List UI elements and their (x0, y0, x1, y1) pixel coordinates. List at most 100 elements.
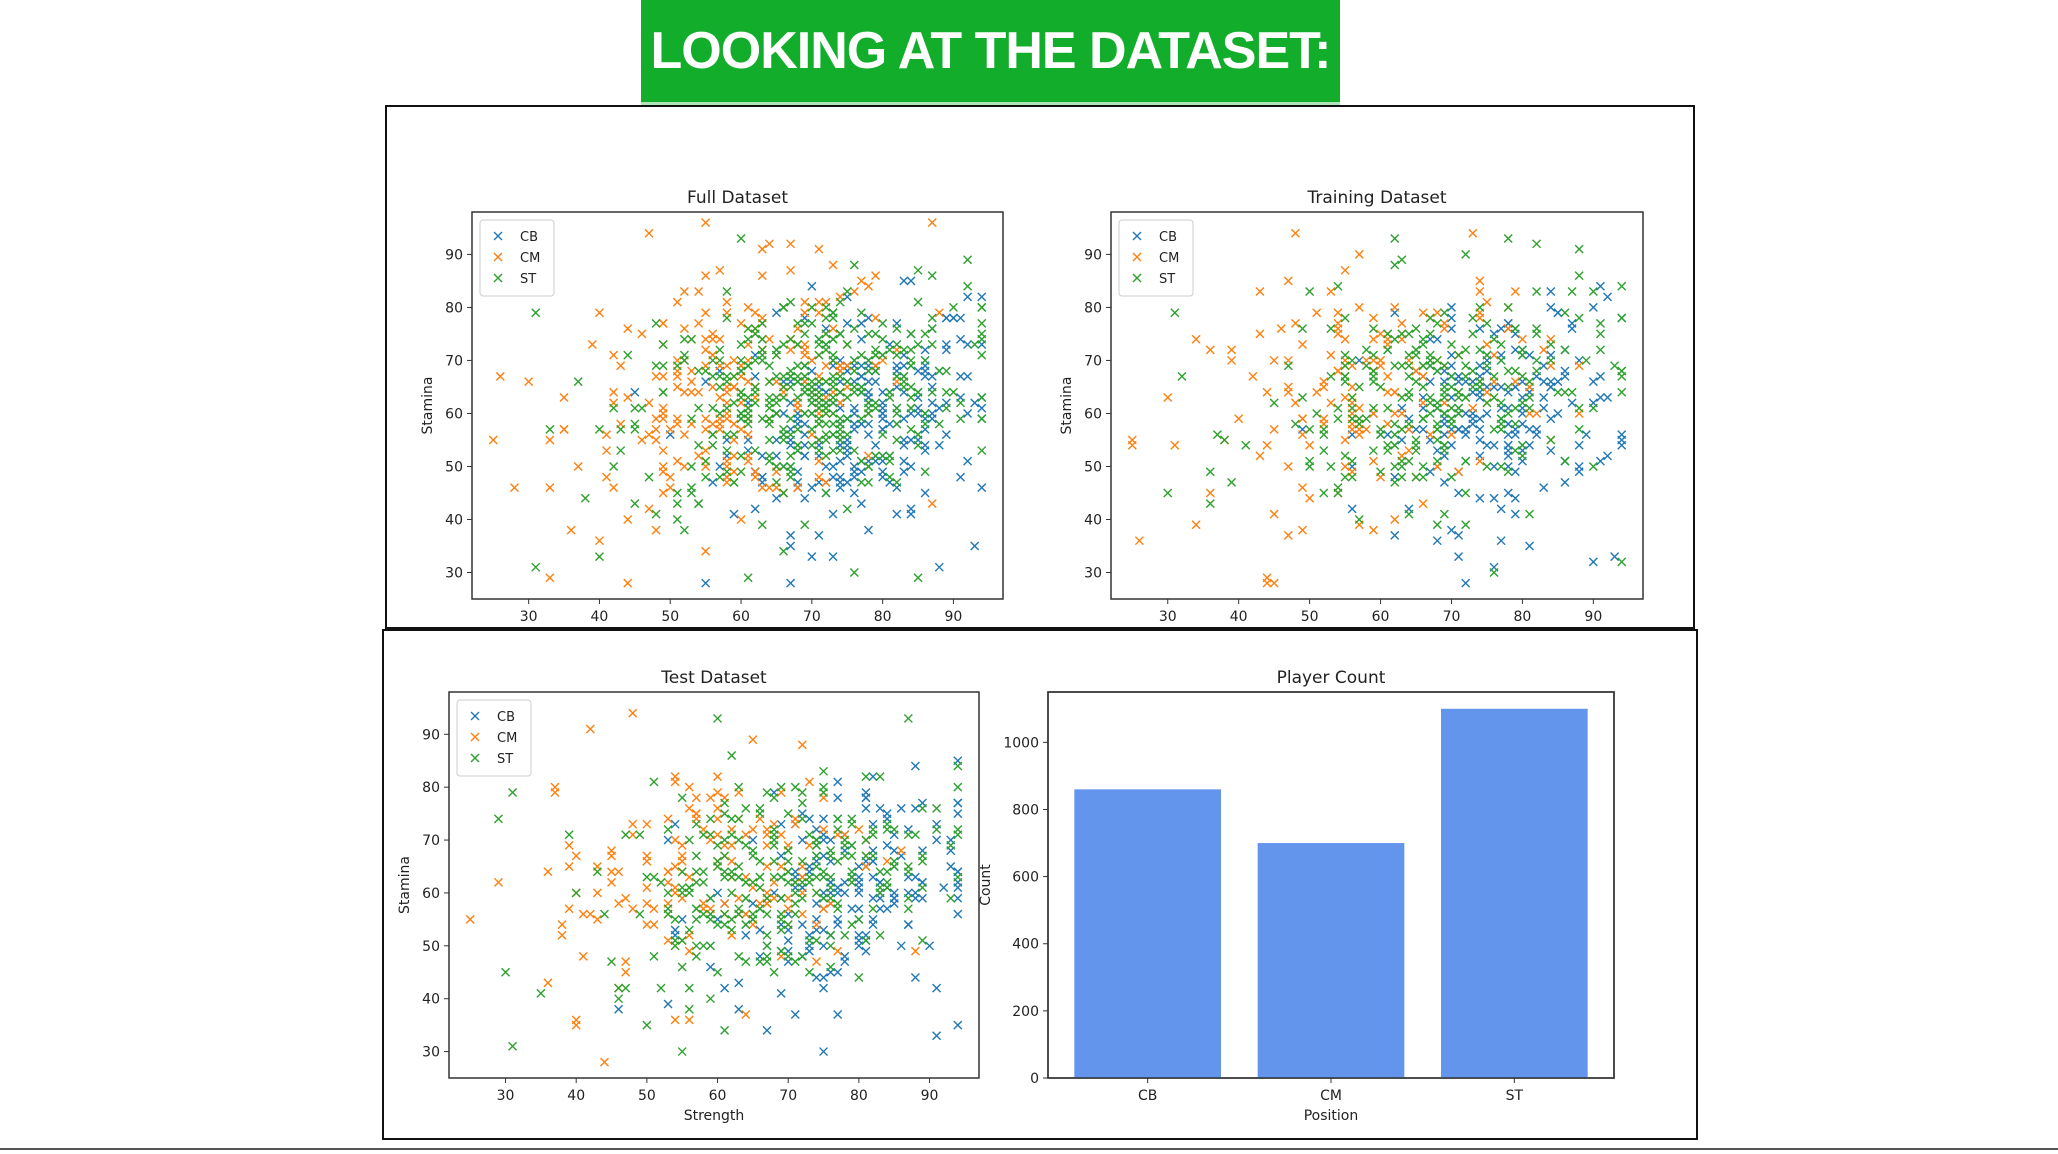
point-st (833, 856, 843, 866)
point-cm (651, 414, 661, 424)
point-st (1418, 472, 1428, 482)
point-cb (708, 477, 718, 487)
point-st (715, 371, 725, 381)
point-st (1468, 313, 1478, 323)
point-cm (543, 867, 553, 877)
point-st (1475, 345, 1485, 355)
point-st (927, 313, 937, 323)
point-st (1368, 377, 1378, 387)
point-st (736, 355, 746, 365)
point-cm (1269, 424, 1279, 434)
point-st (750, 329, 760, 339)
point-cb (842, 318, 852, 328)
point-st (769, 835, 779, 845)
point-st (727, 814, 737, 824)
point-st (609, 461, 619, 471)
point-cm (672, 456, 682, 466)
point-st (715, 382, 725, 392)
point-st (493, 814, 503, 824)
point-st (757, 318, 767, 328)
point-st (684, 925, 694, 935)
point-cb (856, 371, 866, 381)
point-st (885, 387, 895, 397)
point-cm (684, 1015, 694, 1025)
point-st (814, 435, 824, 445)
point-cb (899, 456, 909, 466)
point-cm (465, 914, 475, 924)
point-cm (790, 819, 800, 829)
point-cb (786, 440, 796, 450)
point-cb (863, 313, 873, 323)
point-cm (663, 814, 673, 824)
point-st (800, 318, 810, 328)
point-cb (800, 419, 810, 429)
point-cb (1503, 440, 1513, 450)
point-cm (644, 398, 654, 408)
point-cm (701, 218, 711, 228)
point-cm (762, 861, 772, 871)
point-cm (1205, 488, 1215, 498)
point-st (621, 830, 631, 840)
point-cb (920, 440, 930, 450)
point-st (776, 914, 786, 924)
scatter-2-xtick-label: 80 (1513, 609, 1531, 625)
point-st (814, 377, 824, 387)
point-st (1376, 382, 1386, 392)
point-cb (920, 345, 930, 355)
point-st (1340, 350, 1350, 360)
point-st (663, 824, 673, 834)
point-st (913, 573, 923, 583)
point-cm (658, 403, 668, 413)
point-cm (776, 861, 786, 871)
point-st (913, 265, 923, 275)
point-st (786, 414, 796, 424)
point-st (917, 883, 927, 893)
point-st (776, 946, 786, 956)
point-st (1411, 350, 1421, 360)
point-st (771, 461, 781, 471)
point-st (1503, 234, 1513, 244)
point-st (828, 393, 838, 403)
point-cm (1262, 387, 1272, 397)
bar-chart-ytick-label: 400 (1012, 937, 1039, 953)
point-cb (757, 451, 767, 461)
point-cm (804, 840, 814, 850)
point-st (736, 234, 746, 244)
point-cm (1418, 371, 1428, 381)
point-cb (1482, 440, 1492, 450)
point-st (727, 925, 737, 935)
point-cm (1340, 393, 1350, 403)
point-cm (764, 239, 774, 249)
point-cb (715, 461, 725, 471)
point-cm (1517, 334, 1527, 344)
point-st (797, 798, 807, 808)
point-st (878, 334, 888, 344)
point-cm (1298, 340, 1308, 350)
point-cm (1390, 514, 1400, 524)
point-cb (828, 461, 838, 471)
point-st (1560, 308, 1570, 318)
point-st (743, 393, 753, 403)
point-st (1340, 451, 1350, 461)
point-st (1496, 340, 1506, 350)
point-st (892, 435, 902, 445)
point-st (807, 302, 817, 312)
point-cb (932, 1031, 942, 1041)
point-st (800, 408, 810, 418)
point-cb (1439, 477, 1449, 487)
point-st (885, 472, 895, 482)
point-st (677, 867, 687, 877)
point-cm (821, 477, 831, 487)
point-st (670, 941, 680, 951)
point-cm (609, 387, 619, 397)
point-cb (1496, 324, 1506, 334)
point-cm (672, 382, 682, 392)
point-cm (797, 909, 807, 919)
point-cm (1255, 451, 1265, 461)
point-cb (948, 313, 958, 323)
point-st (786, 430, 796, 440)
point-st (1383, 329, 1393, 339)
point-st (811, 861, 821, 871)
point-st (1574, 271, 1584, 281)
point-cm (684, 782, 694, 792)
